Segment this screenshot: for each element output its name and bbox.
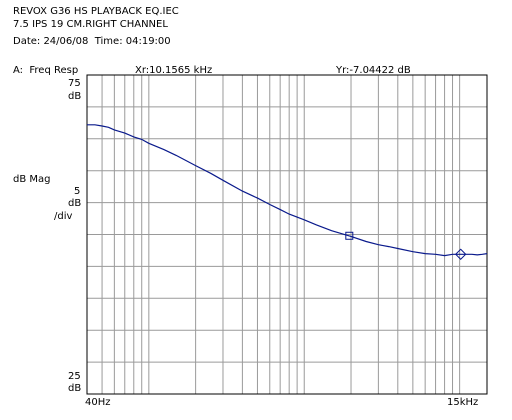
y-scale-unit: dB: [68, 198, 82, 209]
chart-title-line-2: 7.5 IPS 19 CM.RIGHT CHANNEL: [13, 19, 168, 30]
response-trace: [87, 124, 488, 257]
y-top-unit: dB: [68, 91, 82, 102]
plot-frame: [86, 74, 488, 395]
y-bottom-value: 25: [68, 371, 81, 382]
y-top-value: 75: [68, 78, 81, 89]
y-scale-value: 5: [74, 186, 81, 197]
reference-marker: [345, 231, 354, 240]
timestamp-label: Date: 24/06/08 Time: 04:19:00: [13, 36, 171, 47]
y-scale-per-div: /div: [54, 211, 73, 222]
x-start-label: 40Hz: [85, 397, 111, 408]
y-bottom-unit: dB: [68, 383, 82, 394]
x-marker-readout: Xr:10.1565 kHz: [135, 65, 213, 76]
trace-label: A: Freq Resp: [13, 65, 79, 76]
x-end-label: 15kHz: [447, 397, 479, 408]
chart-title-line-1: REVOX G36 HS PLAYBACK EQ.IEC: [13, 6, 179, 17]
active-marker: [454, 248, 467, 260]
y-marker-readout: Yr:-7.04422 dB: [336, 65, 411, 76]
y-axis-label: dB Mag: [13, 174, 51, 185]
